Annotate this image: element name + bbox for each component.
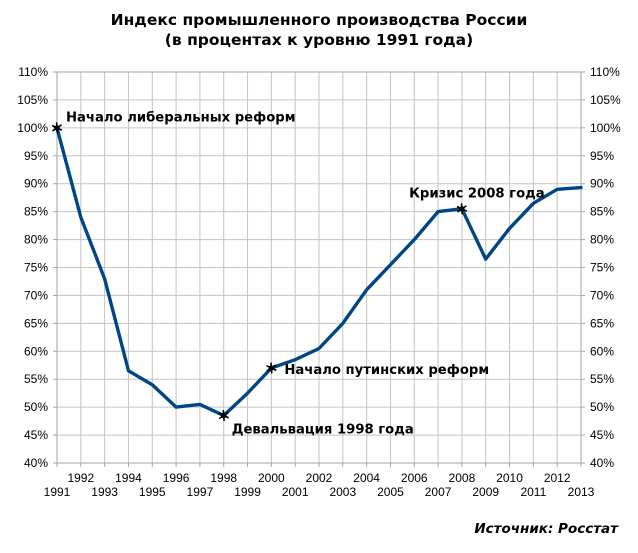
y-tick-label-right: 85% <box>590 205 614 219</box>
x-tick-label: 1994 <box>115 471 142 485</box>
y-tick-label-right: 40% <box>590 456 614 470</box>
y-tick-label-right: 75% <box>590 261 614 275</box>
y-tick-label-left: 60% <box>24 344 48 358</box>
y-tick-label-left: 95% <box>24 149 48 163</box>
annotation-marker <box>51 122 63 134</box>
x-tick-label: 1991 <box>44 485 71 499</box>
x-tick-label: 1992 <box>67 471 94 485</box>
y-tick-label-right: 100% <box>590 121 621 135</box>
y-tick-label-right: 60% <box>590 344 614 358</box>
chart-title-line1: Индекс промышленного производства России <box>110 11 528 29</box>
x-tick-label: 2007 <box>425 485 452 499</box>
marker-dot <box>459 206 465 212</box>
annotation-marker <box>456 203 468 215</box>
chart-title: Индекс промышленного производства России… <box>0 10 638 50</box>
x-tick-label: 1996 <box>163 471 190 485</box>
y-tick-label-left: 85% <box>24 205 48 219</box>
y-tick-label-left: 105% <box>17 93 48 107</box>
x-tick-label: 2006 <box>401 471 428 485</box>
annotation-marker <box>218 409 229 422</box>
source-label: Источник: Росстат <box>474 521 618 537</box>
y-tick-label-left: 40% <box>24 456 48 470</box>
x-tick-label: 2003 <box>329 485 356 499</box>
y-tick-label-left: 90% <box>24 177 48 191</box>
x-tick-label: 2010 <box>496 471 523 485</box>
marker-dot <box>268 365 275 371</box>
y-tick-label-right: 95% <box>590 149 614 163</box>
series-line <box>55 126 583 418</box>
y-tick-label-right: 105% <box>590 93 621 107</box>
marker-dot <box>54 125 60 131</box>
x-tick-label: 1997 <box>187 485 214 499</box>
x-tick-label: 2013 <box>568 485 595 499</box>
y-tick-label-left: 65% <box>24 316 48 330</box>
x-tick-label: 2008 <box>449 471 476 485</box>
y-tick-label-left: 110% <box>18 65 48 79</box>
annotation-marker <box>266 362 277 374</box>
x-tick-label: 2001 <box>282 485 309 499</box>
y-tick-label-right: 65% <box>590 316 614 330</box>
x-tick-label: 2011 <box>520 485 546 499</box>
y-tick-label-right: 110% <box>590 65 620 79</box>
x-tick-label: 1993 <box>91 485 118 499</box>
x-tick-label: 2002 <box>306 471 333 485</box>
annotation-label: Начало либеральных реформ <box>66 110 295 126</box>
x-tick-label: 1995 <box>139 485 166 499</box>
y-tick-label-left: 75% <box>24 261 48 275</box>
y-tick-label-left: 45% <box>24 428 48 442</box>
marker-dot <box>221 412 227 419</box>
y-tick-label-left: 55% <box>24 372 48 386</box>
y-tick-label-left: 50% <box>24 400 48 414</box>
x-tick-label: 2009 <box>472 485 499 499</box>
y-tick-label-right: 90% <box>590 177 614 191</box>
y-tick-label-right: 80% <box>590 233 614 247</box>
y-tick-label-right: 55% <box>590 372 614 386</box>
chart-title-line2: (в процентах к уровню 1991 года) <box>164 31 474 49</box>
x-tick-label: 2004 <box>353 471 380 485</box>
plot-border <box>56 71 582 464</box>
x-tick-label: 2005 <box>377 485 404 499</box>
y-tick-label-left: 100% <box>17 121 48 135</box>
annotation-label: Начало путинских реформ <box>284 363 489 378</box>
x-tick-label: 2000 <box>258 471 285 485</box>
annotation-label: Девальвация 1998 года <box>232 422 414 437</box>
y-tick-label-left: 70% <box>24 288 48 302</box>
x-tick-label: 1998 <box>210 471 237 485</box>
x-tick-label: 1999 <box>234 485 261 499</box>
y-tick-label-right: 45% <box>590 428 614 442</box>
annotation-label: Кризис 2008 года <box>409 187 545 202</box>
x-tick-label: 2012 <box>544 471 571 485</box>
y-tick-label-left: 80% <box>24 233 48 247</box>
y-tick-label-right: 50% <box>590 400 614 414</box>
y-tick-label-right: 70% <box>590 288 614 302</box>
